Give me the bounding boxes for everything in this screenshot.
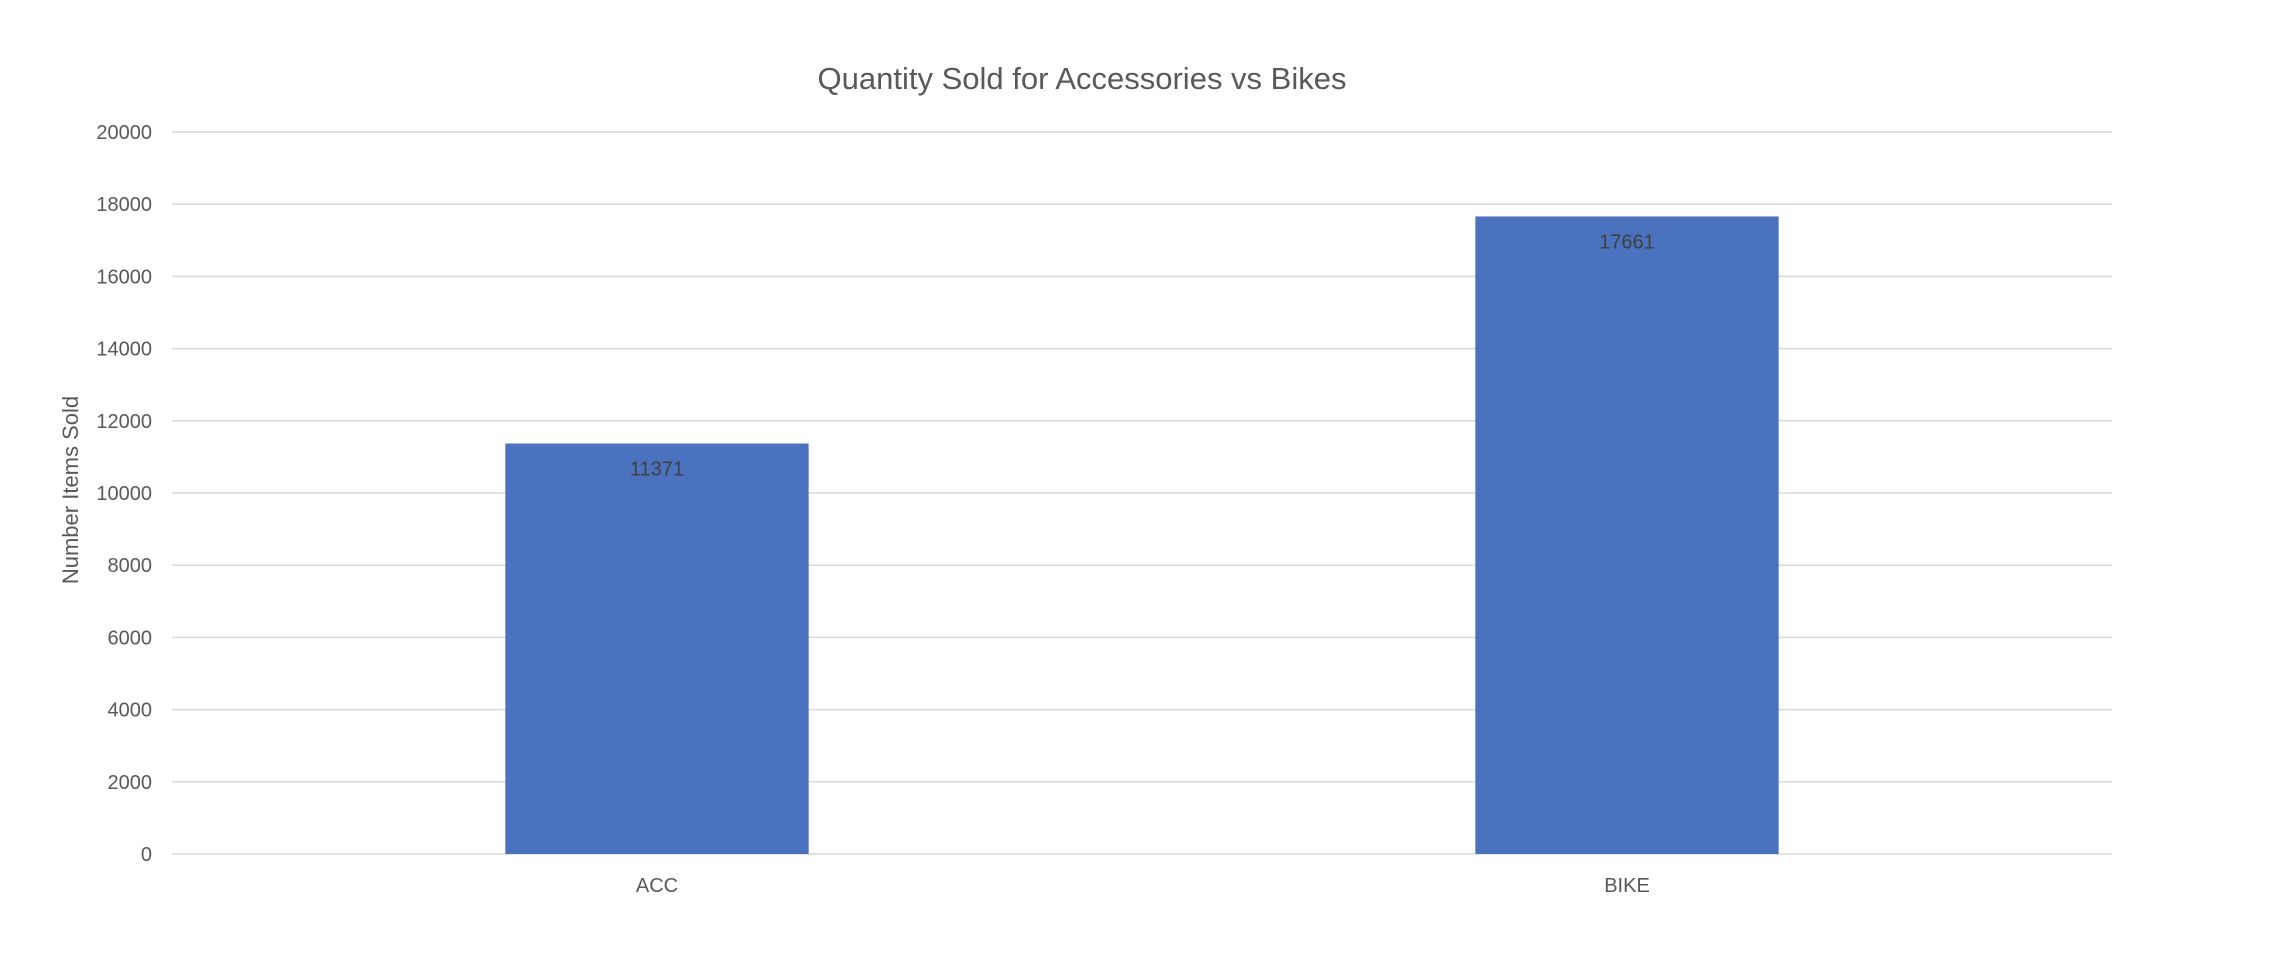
y-tick-label: 10000 xyxy=(96,483,152,505)
y-tick-label: 4000 xyxy=(108,700,153,722)
y-tick-label: 2000 xyxy=(108,772,153,794)
y-tick-label: 12000 xyxy=(96,411,152,433)
bar-acc xyxy=(505,443,809,854)
y-tick-label: 16000 xyxy=(96,266,152,288)
y-tick-label: 20000 xyxy=(96,122,152,144)
chart-title: Quantity Sold for Accessories vs Bikes xyxy=(818,61,1347,96)
data-label-acc: 11371 xyxy=(630,459,684,481)
y-axis-label: Number Items Sold xyxy=(58,396,83,584)
x-axis-ticks: ACC BIKE xyxy=(636,875,1650,897)
y-tick-label: 6000 xyxy=(108,627,153,649)
x-tick-label-acc: ACC xyxy=(636,875,678,897)
gridlines xyxy=(172,131,2112,855)
x-tick-label-bike: BIKE xyxy=(1604,875,1650,897)
y-axis-ticks: 0 2000 4000 6000 8000 10000 12000 14000 16000 180… xyxy=(96,122,152,866)
data-label-bike: 17661 xyxy=(1599,231,1655,253)
bars: 11371 17661 xyxy=(505,216,1779,855)
y-tick-label: 8000 xyxy=(108,555,153,577)
y-tick-label: 18000 xyxy=(96,194,152,216)
bar-bike xyxy=(1475,216,1779,855)
y-tick-label: 0 xyxy=(141,844,152,866)
y-tick-label: 14000 xyxy=(96,339,152,361)
